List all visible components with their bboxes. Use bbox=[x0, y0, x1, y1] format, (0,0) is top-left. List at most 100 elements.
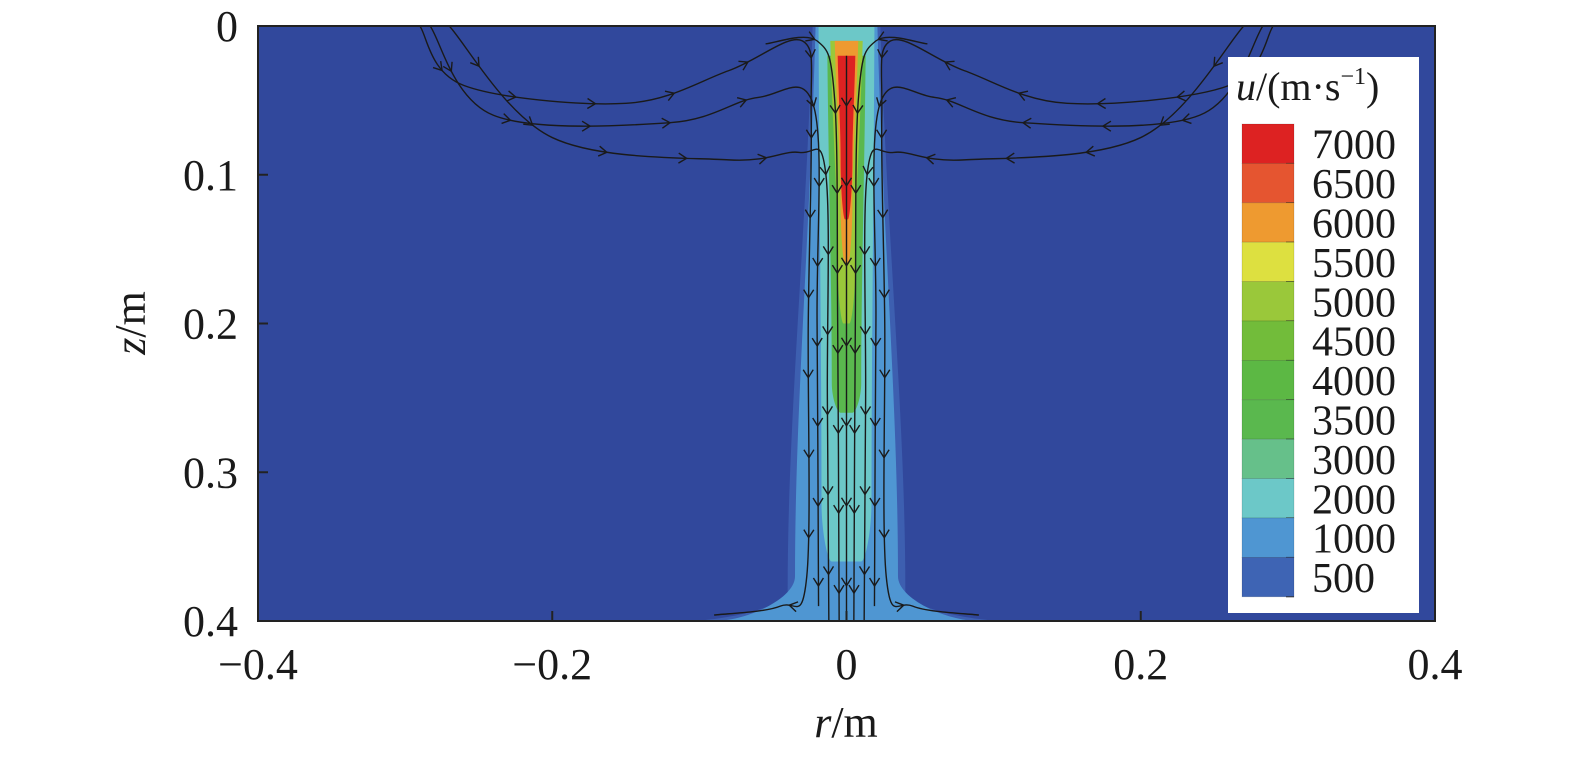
streamline-arrow bbox=[821, 406, 834, 416]
streamline-arrow bbox=[822, 486, 834, 496]
streamline-arrow bbox=[1096, 97, 1107, 110]
streamline-arrow bbox=[878, 289, 890, 300]
colorbar-title-exponent: −1 bbox=[1340, 64, 1366, 90]
colorbar-labels: 7000650060005500500045004000350030002000… bbox=[1312, 123, 1396, 602]
colorbar-swatch-7000 bbox=[1241, 123, 1295, 164]
y-axis-ticks: 0 0.1 0.2 0.3 0.4 bbox=[183, 2, 268, 646]
streamline-arrow bbox=[832, 344, 844, 355]
colorbar-label-3500: 3500 bbox=[1312, 399, 1396, 445]
colorbar-swatch-4000 bbox=[1241, 359, 1295, 401]
colorbar-label-3000: 3000 bbox=[1312, 438, 1396, 484]
streamline-arrow bbox=[848, 504, 860, 515]
x-tick-label: 0 bbox=[836, 640, 858, 689]
streamline-arrow bbox=[859, 486, 871, 496]
streamline-arrow bbox=[877, 209, 889, 220]
streamline-arrow bbox=[862, 165, 874, 176]
y-axis-unit: /m bbox=[106, 291, 155, 337]
streamline-4 bbox=[880, 26, 1274, 616]
streamline-arrow bbox=[858, 566, 871, 576]
streamline-arrow bbox=[877, 31, 888, 42]
streamline-arrow bbox=[945, 97, 957, 108]
streamline-2 bbox=[448, 26, 830, 621]
streamline-arrow bbox=[819, 165, 831, 176]
streamline-arrow bbox=[850, 264, 862, 275]
streamline-arrow bbox=[1017, 90, 1029, 102]
streamline-arrow bbox=[829, 104, 841, 115]
colorbar-swatch-2000 bbox=[1241, 478, 1295, 519]
streamline-0 bbox=[419, 26, 813, 616]
colorbar-legend: u/(m·s−1) 700065006000550050004500400035… bbox=[1228, 57, 1419, 613]
streamline-arrow bbox=[840, 337, 853, 348]
streamline-arrow bbox=[878, 449, 890, 460]
streamline-arrow bbox=[805, 129, 817, 140]
x-tick-label: −0.2 bbox=[512, 640, 592, 689]
streamline-arrow bbox=[501, 113, 512, 125]
y-axis-variable: z bbox=[106, 338, 155, 356]
streamline-arrow bbox=[859, 326, 871, 336]
streamline-arrow bbox=[848, 584, 860, 595]
colorbar-title-unit: /(m·s bbox=[1256, 64, 1340, 109]
streamline-arrow bbox=[1005, 152, 1015, 164]
streamline-arrow bbox=[1181, 113, 1192, 125]
colorbar-title-variable: u bbox=[1236, 64, 1256, 109]
colorbar-swatch-3500 bbox=[1241, 399, 1295, 440]
streamline-arrow bbox=[833, 584, 845, 595]
streamline-arrow bbox=[442, 61, 453, 73]
x-tick-label: 0.2 bbox=[1113, 640, 1168, 689]
x-axis-ticks: −0.4 −0.2 0 0.2 0.4 bbox=[218, 611, 1463, 689]
streamline-arrow bbox=[833, 504, 845, 515]
y-tick-label: 0 bbox=[216, 2, 238, 51]
streamline-arrow bbox=[811, 337, 823, 348]
streamline-1 bbox=[429, 26, 820, 607]
streamline-arrow bbox=[831, 264, 843, 275]
streamline-arrow bbox=[869, 497, 881, 508]
x-tick-label: −0.4 bbox=[218, 640, 298, 689]
colorbar-label-5000: 5000 bbox=[1312, 280, 1396, 326]
streamline-arrow bbox=[832, 424, 844, 435]
x-axis-variable: r bbox=[814, 698, 832, 747]
streamline-7 bbox=[853, 36, 928, 621]
streamline-arrow bbox=[877, 48, 889, 60]
streamline-arrow bbox=[757, 153, 768, 165]
streamline-arrow bbox=[1159, 116, 1170, 127]
colorbar-swatch-1000 bbox=[1241, 517, 1295, 558]
x-tick-label: 0.4 bbox=[1408, 640, 1463, 689]
colorbar-label-4000: 4000 bbox=[1312, 359, 1396, 405]
streamline-arrow bbox=[738, 60, 750, 71]
x-axis-unit: /m bbox=[831, 698, 877, 747]
streamline-arrow bbox=[925, 153, 936, 165]
x-axis-label: r/m bbox=[814, 698, 878, 747]
streamline-arrow bbox=[1101, 120, 1112, 132]
streamline-arrow bbox=[804, 48, 816, 60]
streamline-arrow bbox=[469, 56, 480, 68]
streamline-arrow bbox=[831, 184, 843, 195]
streamline-arrow bbox=[869, 417, 881, 428]
colorbar-title: u/(m·s−1) bbox=[1236, 64, 1379, 109]
y-tick-label: 0.3 bbox=[183, 448, 238, 497]
colorbar-swatch-4500 bbox=[1241, 320, 1295, 361]
streamline-6 bbox=[863, 26, 1245, 621]
colorbar-label-4500: 4500 bbox=[1312, 320, 1396, 366]
streamlines bbox=[419, 26, 1274, 621]
streamline-arrow bbox=[822, 326, 834, 336]
streamline-3 bbox=[765, 36, 840, 621]
streamline-arrow bbox=[661, 117, 672, 129]
streamline-arrow bbox=[849, 424, 861, 435]
colorbar-label-6500: 6500 bbox=[1312, 162, 1396, 208]
streamline-arrow bbox=[876, 129, 888, 140]
y-axis-label: z/m bbox=[106, 291, 155, 356]
streamline-arrow bbox=[506, 90, 518, 102]
colorbar-swatch-5500 bbox=[1241, 241, 1295, 282]
streamline-arrow bbox=[586, 97, 597, 110]
colorbar-label-6000: 6000 bbox=[1312, 202, 1396, 248]
colorbar-label-5500: 5500 bbox=[1312, 241, 1396, 287]
colorbar-swatch-3000 bbox=[1241, 438, 1295, 480]
streamline-arrow bbox=[812, 577, 825, 588]
streamline-arrow bbox=[868, 177, 880, 188]
streamline-arrow bbox=[804, 209, 816, 220]
streamline-arrow bbox=[597, 145, 609, 157]
colorbar-swatch-6500 bbox=[1241, 162, 1295, 204]
streamline-arrow bbox=[868, 577, 881, 588]
